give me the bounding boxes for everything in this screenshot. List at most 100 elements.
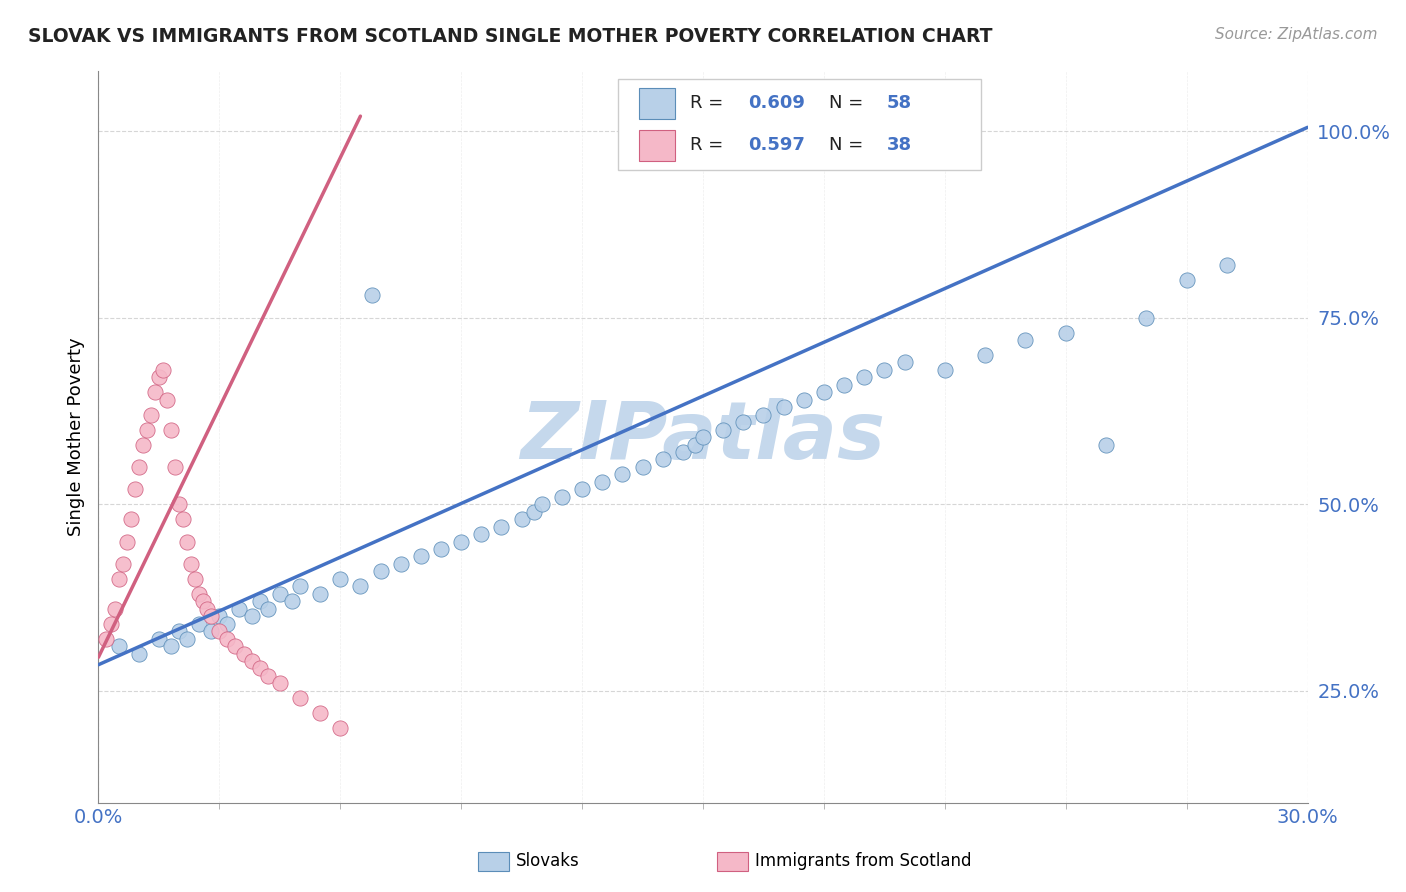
Point [115,534,138,549]
Point [873,363,896,377]
Text: 38: 38 [887,136,912,154]
Point [200,609,222,624]
Point [793,392,815,407]
Point [349,579,371,593]
Point [288,579,311,593]
Point [752,408,775,422]
Point [172,512,194,526]
Text: Source: ZipAtlas.com: Source: ZipAtlas.com [1215,27,1378,42]
Point [672,445,695,459]
Point [813,385,835,400]
Point [208,609,231,624]
Point [269,587,291,601]
Point [193,594,215,608]
Point [176,632,198,646]
Point [232,647,254,661]
Point [1014,333,1036,347]
Text: 0.597: 0.597 [748,136,804,154]
Point [591,475,613,489]
Point [208,624,231,639]
Point [188,616,211,631]
Point [217,616,239,631]
Point [148,632,170,646]
Point [711,423,734,437]
Point [974,348,997,362]
Point [772,401,794,415]
Point [148,370,170,384]
Text: SLOVAK VS IMMIGRANTS FROM SCOTLAND SINGLE MOTHER POVERTY CORRELATION CHART: SLOVAK VS IMMIGRANTS FROM SCOTLAND SINGL… [28,27,993,45]
Point [120,512,142,526]
Point [491,519,513,533]
Point [228,601,250,615]
Point [135,423,157,437]
Point [240,609,263,624]
Text: N =: N = [828,136,869,154]
Point [256,669,278,683]
Point [551,490,574,504]
Point [200,624,222,639]
Point [160,639,183,653]
Point [329,721,352,735]
Point [832,377,855,392]
Point [132,437,155,451]
Point [1175,273,1198,287]
Point [309,587,332,601]
FancyBboxPatch shape [619,78,981,170]
Point [631,459,654,474]
Text: Immigrants from Scotland: Immigrants from Scotland [755,852,972,870]
Point [692,430,714,444]
Point [269,676,291,690]
Point [156,392,179,407]
Text: N =: N = [828,95,869,112]
Point [107,572,129,586]
Point [470,527,492,541]
Point [1054,326,1077,340]
Point [281,594,304,608]
Point [683,437,706,451]
Point [450,534,472,549]
Point [571,483,593,497]
Point [523,505,546,519]
Point [128,459,150,474]
Point [1216,259,1239,273]
Point [160,423,183,437]
Point [143,385,166,400]
Text: R =: R = [690,136,728,154]
Point [111,557,134,571]
Point [176,534,198,549]
Point [409,549,432,564]
Point [651,452,673,467]
Text: ZIPatlas: ZIPatlas [520,398,886,476]
Point [128,647,150,661]
Point [309,706,332,721]
Point [224,639,246,653]
Point [249,661,271,675]
Point [370,565,392,579]
Point [853,370,876,384]
Point [180,557,202,571]
Point [612,467,634,482]
Point [256,601,278,615]
Bar [638,130,675,161]
Point [103,601,125,615]
Point [733,415,755,429]
Point [100,616,122,631]
Point [124,483,146,497]
Point [188,587,211,601]
Text: R =: R = [690,95,728,112]
Point [389,557,412,571]
Point [893,355,915,369]
Point [430,542,453,557]
Point [249,594,271,608]
Point [934,363,956,377]
Point [530,497,553,511]
Point [240,654,263,668]
Point [217,632,239,646]
Point [152,363,174,377]
Point [96,632,118,646]
Point [329,572,352,586]
Point [510,512,533,526]
Point [167,497,190,511]
Point [107,639,129,653]
Y-axis label: Single Mother Poverty: Single Mother Poverty [66,338,84,536]
